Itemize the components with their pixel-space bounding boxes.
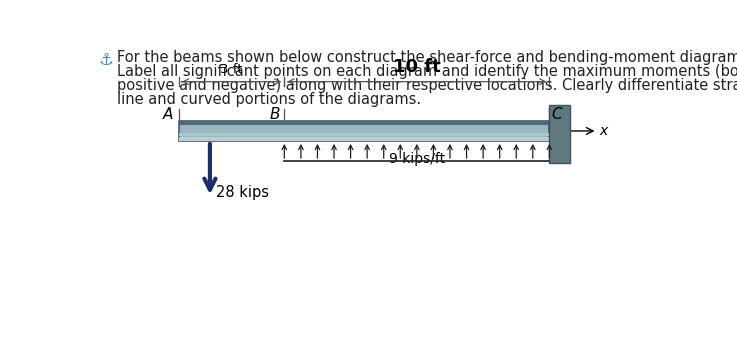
Text: C: C [551, 107, 562, 122]
Text: x: x [600, 124, 608, 138]
Bar [549, 105, 570, 163]
Bar [179, 121, 549, 141]
Text: 28 kips: 28 kips [216, 185, 269, 200]
Text: 9 kips/ft: 9 kips/ft [389, 152, 445, 166]
Text: 3 ft: 3 ft [220, 62, 243, 76]
Text: 10 ft: 10 ft [393, 58, 441, 76]
Text: ⚓: ⚓ [99, 51, 113, 69]
Text: Label all significant points on each diagram and identify the maximum moments (b: Label all significant points on each dia… [117, 64, 737, 79]
Text: B: B [269, 107, 279, 122]
Bar [179, 133, 549, 136]
Text: For the beams shown below construct the shear-force and bending-moment diagrams.: For the beams shown below construct the … [117, 50, 737, 65]
Text: positive and negative) along with their respective locations. Clearly differenti: positive and negative) along with their … [117, 78, 737, 93]
Text: line and curved portions of the diagrams.: line and curved portions of the diagrams… [117, 92, 421, 107]
Text: A: A [162, 107, 172, 122]
Bar [179, 137, 549, 141]
Bar [179, 121, 549, 125]
